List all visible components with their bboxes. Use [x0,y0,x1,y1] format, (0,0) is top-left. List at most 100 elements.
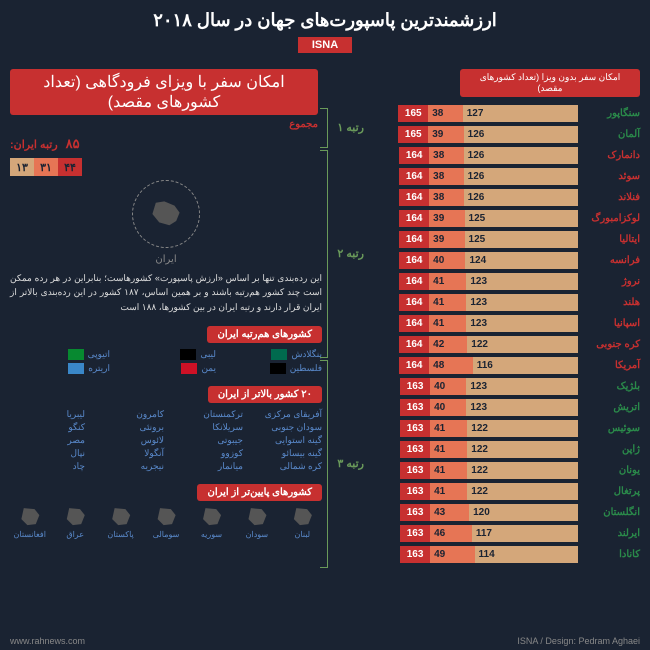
table-row: یونان 122 41 163 [330,460,640,480]
flag-icon [180,349,196,360]
bar-arrival: 38 [429,147,463,164]
country-name: لوکزامبورگ [578,213,640,224]
table-row: لوکزامبورگ 125 39 164 [330,208,640,228]
total-value: 164 [399,294,429,311]
bar-visa-free: 116 [473,357,578,374]
bar-visa-free: 122 [467,420,578,437]
country-name: پرتغال [578,486,640,497]
isna-badge: ISNA [298,37,352,53]
country-name: اتریش [578,402,640,413]
footer: ISNA / Design: Pedram Aghaei www.rahnews… [10,636,640,646]
description: این رده‌بندی تنها بر اساس «ارزش پاسپورت»… [10,271,322,314]
flag-icon [271,349,287,360]
rank-bracket [320,108,328,148]
flag-item: اتیوپی [10,349,110,360]
bar-visa-free: 122 [467,483,578,500]
country-name: سوئیس [578,423,640,434]
country-name: دانمارک [578,150,640,161]
bar-visa-free: 125 [465,231,578,248]
above-item: آنگولا [89,448,164,459]
above-title: ۲۰ کشور بالاتر از ایران [208,386,322,403]
country-name: ایتالیا [578,234,640,245]
table-row: سنگاپور 127 38 165 [330,103,640,123]
country-shape-icon [63,507,87,527]
footer-url: www.rahnews.com [10,636,85,646]
above-item: میانمار [168,461,243,472]
country-name: ایرلند [578,528,640,539]
country-label: بنگلادش [291,349,322,360]
bar-visa-free: 122 [467,336,578,353]
below-item: لبنان [283,507,322,539]
bar-visa-free: 123 [466,294,578,311]
total-value: 165 [398,105,428,122]
country-name: اسپانیا [578,318,640,329]
bar-arrival: 41 [430,420,467,437]
flag-item: اریتره [10,363,110,374]
iran-rank: ۸۵ رتبه ایران: [10,136,322,152]
total-value: 164 [399,336,429,353]
country-name: کره جنوبی [578,339,640,350]
flag-item: فلسطین [222,363,322,374]
bar-visa-free: 126 [464,168,578,185]
bar-arrival: 49 [430,546,474,563]
bar-arrival: 46 [430,525,472,542]
rank-label: رتبه ۱ [337,121,364,134]
country-label: افغانستان [10,530,49,539]
iran-breakdown: ۴۴۳۱۱۳ [10,158,322,176]
country-name: فنلاند [578,192,640,203]
country-name: سوئد [578,171,640,182]
bar-arrival: 40 [430,399,466,416]
bar-arrival: 39 [429,231,464,248]
bar-visa-free: 114 [475,546,578,563]
above-item: کامرون [89,409,164,420]
country-label: سومالی [146,530,185,539]
total-value: 164 [399,315,429,332]
above-item: جیبوتی [168,435,243,446]
table-row: هلند 123 41 164 [330,292,640,312]
iran-label: ایران [10,254,322,265]
above-item: مصر [10,435,85,446]
bar-arrival: 41 [429,294,466,311]
total-value: 163 [400,504,430,521]
country-name: کانادا [578,549,640,560]
header-visa-free: امکان سفر بدون ویزا (تعداد کشورهای مقصد) [460,69,640,97]
table-row: کانادا 114 49 163 [330,544,640,564]
country-label: لیبی [200,349,216,360]
table-row: سوئد 126 38 164 [330,166,640,186]
country-name: هلند [578,297,640,308]
bar-arrival: 40 [430,378,466,395]
country-shape-icon [199,507,223,527]
below-item: سوریه [192,507,231,539]
bar-visa-free: 123 [466,399,578,416]
bar-arrival: 38 [429,168,463,185]
above-item: گینه بیسائو [247,448,322,459]
bar-visa-free: 123 [466,273,578,290]
table-row: اسپانیا 123 41 164 [330,313,640,333]
below-item: سودان [237,507,276,539]
iran-rank-label: رتبه ایران: [10,138,58,151]
flag-item: بنگلادش [222,349,322,360]
table-row: پرتغال 122 41 163 [330,481,640,501]
total-value: 165 [398,126,428,143]
table-headers: امکان سفر بدون ویزا (تعداد کشورهای مقصد) [330,69,640,97]
iran-stamp-icon [132,180,200,248]
country-label: یمن [201,363,216,374]
above-item: گینه استوایی [247,435,322,446]
iran-num: ۱۳ [10,158,34,176]
above-item: لیبریا [10,409,85,420]
rank-bracket [320,150,328,358]
above-item: نپال [10,448,85,459]
iran-rank-num: ۸۵ [66,136,80,152]
table-row: نروژ 123 41 164 [330,271,640,291]
footer-credit: ISNA / Design: Pedram Aghaei [517,636,640,646]
country-label: سوریه [192,530,231,539]
bar-arrival: 40 [429,252,465,269]
country-shape-icon [109,507,133,527]
bar-visa-free: 125 [465,210,578,227]
iran-map-icon [149,200,183,228]
bar-arrival: 39 [429,210,464,227]
bar-visa-free: 120 [469,504,578,521]
header: ارزشمندترین پاسپورت‌های جهان در سال ۲۰۱۸… [0,0,650,63]
bar-arrival: 41 [429,315,466,332]
above-grid: آفریقای مرکزیترکمنستانکامرونلیبریاسودان … [10,409,322,472]
